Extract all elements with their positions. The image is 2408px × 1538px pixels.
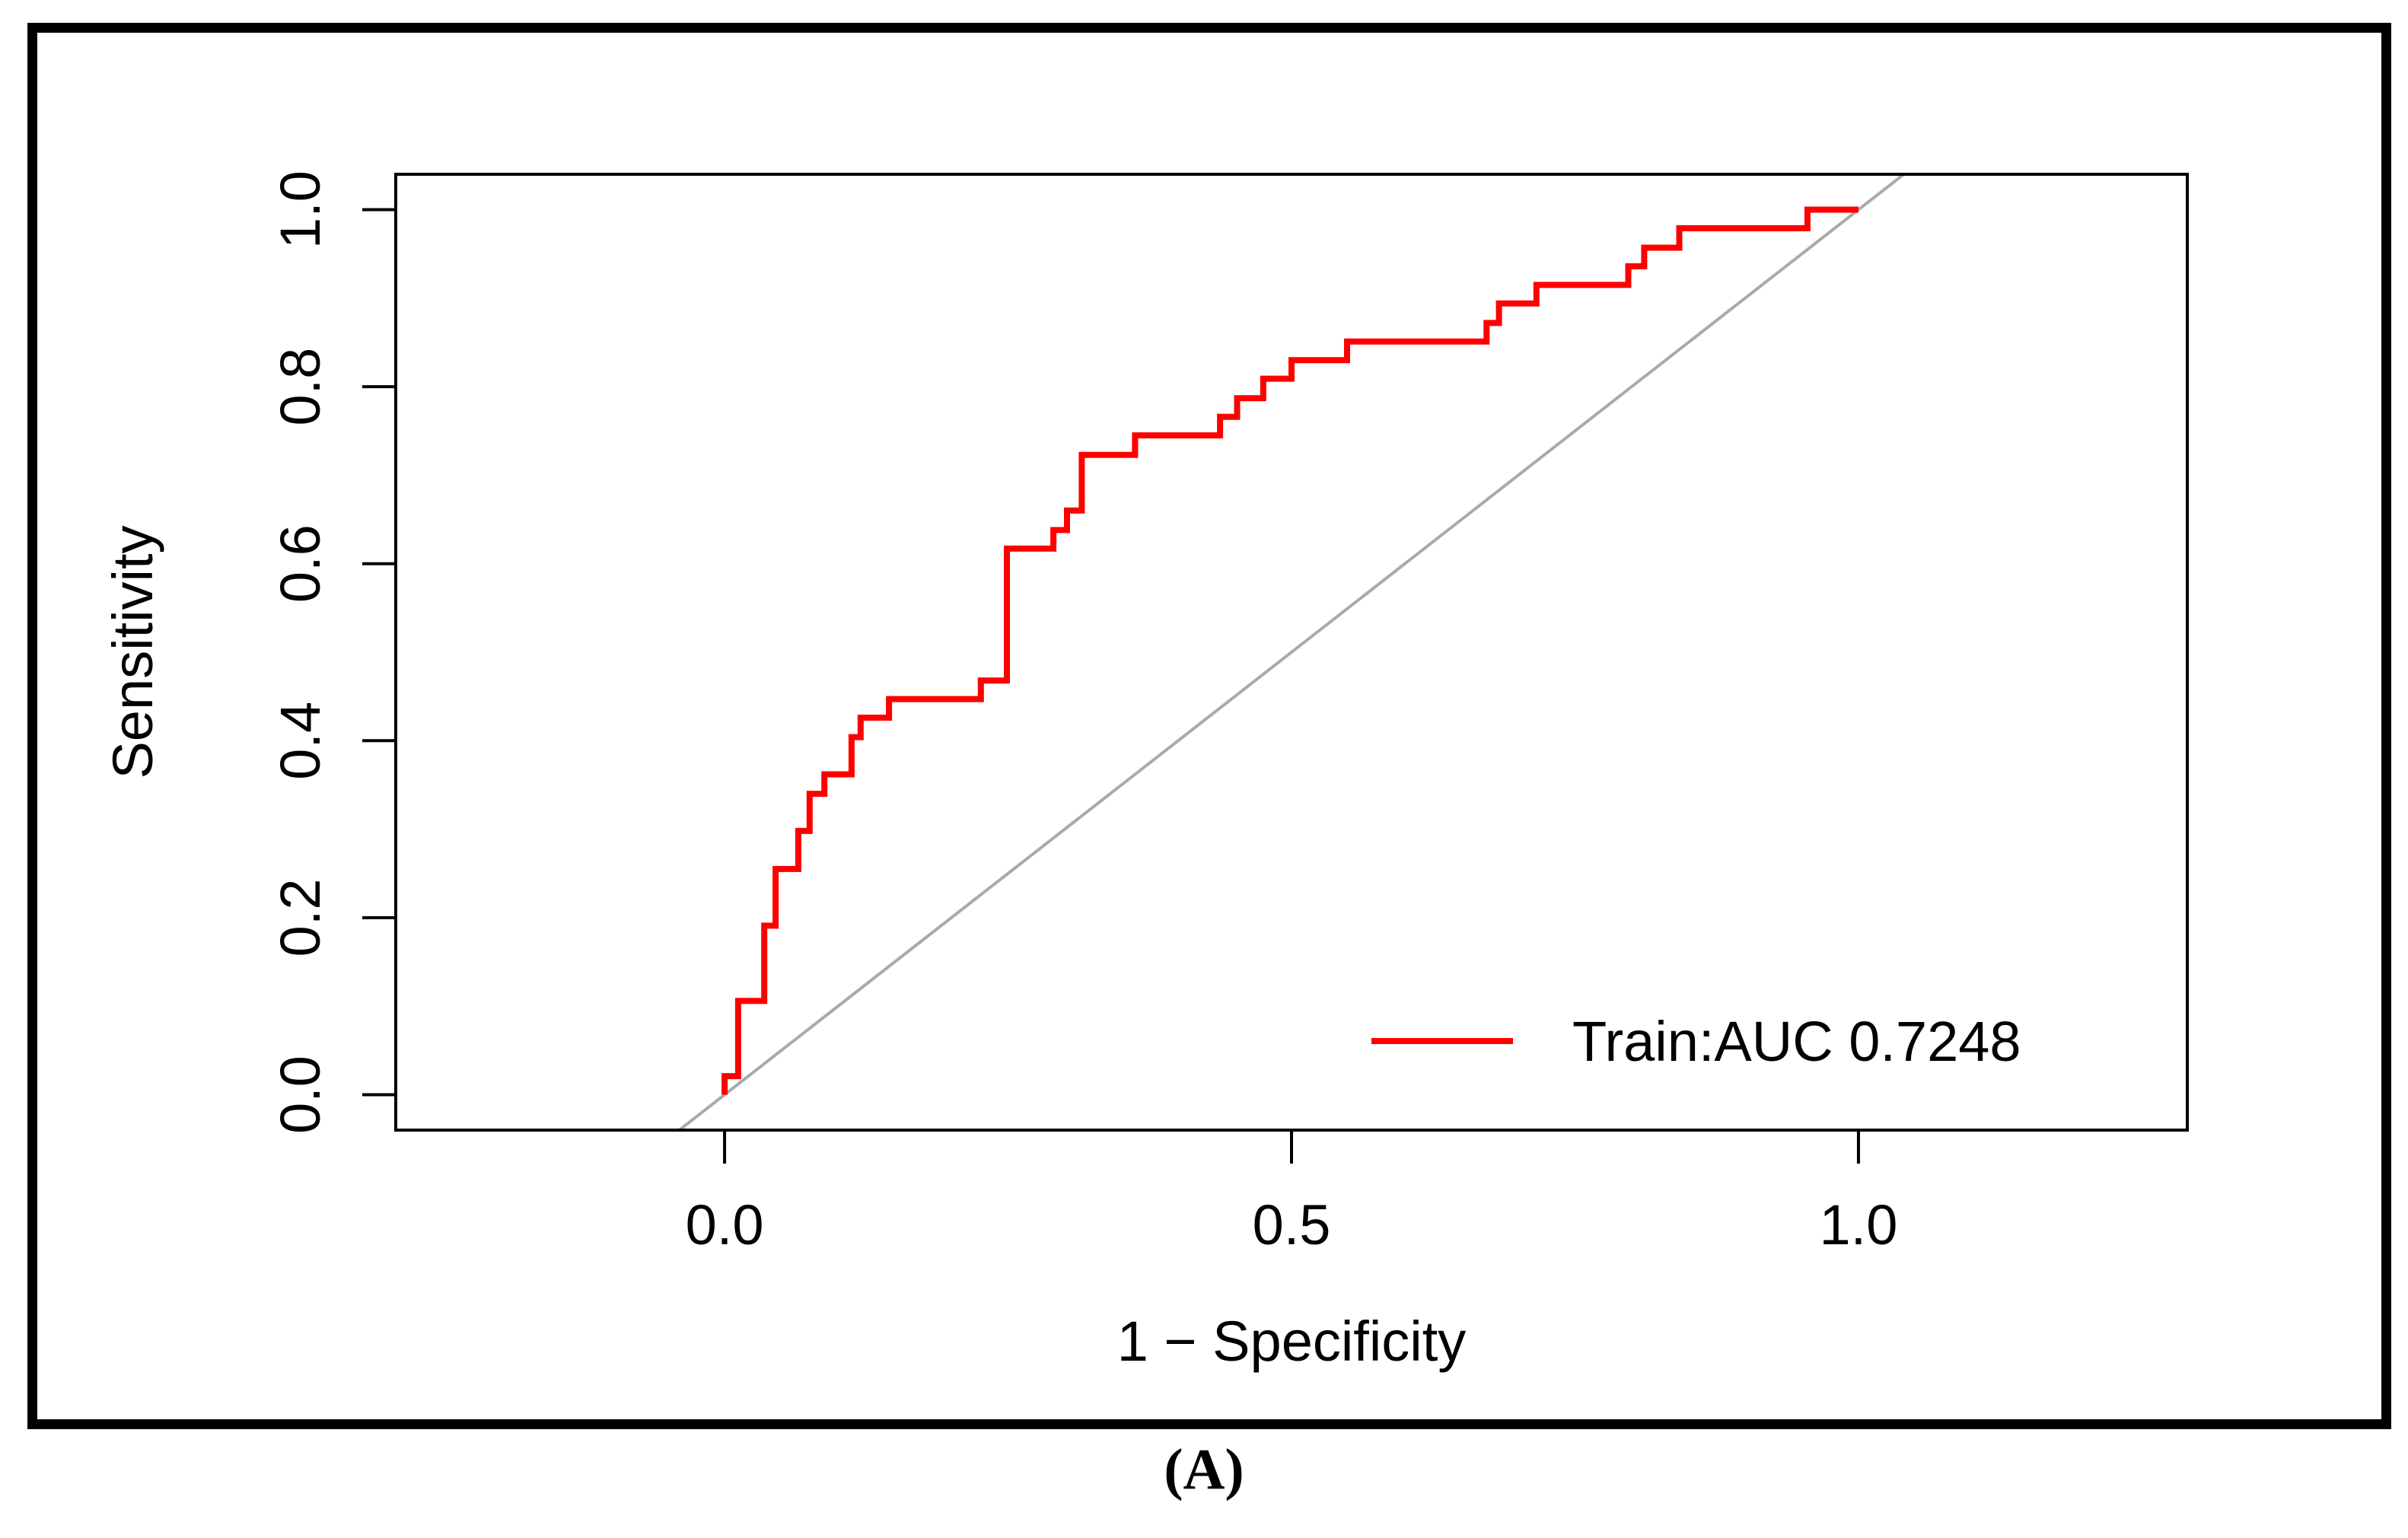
roc-curve-series-0 xyxy=(721,206,1859,1095)
diagonal-layer xyxy=(677,174,1906,1130)
y-tick-label: 0.0 xyxy=(269,1056,332,1134)
y-axis: 0.0 0.2 0.4 0.6 0.8 1.0 xyxy=(269,170,397,1134)
y-tick-label: 1.0 xyxy=(269,170,332,249)
y-tick-label: 0.8 xyxy=(269,348,332,426)
y-tick-label: 0.2 xyxy=(269,878,332,957)
y-axis-label: Sensitivity xyxy=(101,525,164,779)
figure-caption-text: (A) xyxy=(1164,1438,1244,1501)
reference-diagonal-line xyxy=(677,174,1906,1130)
x-axis-label: 1 − Specificity xyxy=(1117,1310,1467,1373)
figure-caption: (A) xyxy=(0,1437,2408,1503)
x-axis: 0.0 0.5 1.0 xyxy=(686,1129,1897,1256)
legend: Train:AUC 0.7248 xyxy=(1371,1010,2021,1073)
x-tick-label: 0.0 xyxy=(686,1193,764,1256)
roc-layer xyxy=(721,206,1859,1095)
x-tick-label: 1.0 xyxy=(1819,1193,1897,1256)
figure-frame xyxy=(27,23,2391,1429)
legend-label-train: Train:AUC 0.7248 xyxy=(1572,1010,2021,1073)
y-tick-label: 0.6 xyxy=(269,524,332,603)
y-tick-label: 0.4 xyxy=(269,702,332,780)
x-tick-label: 0.5 xyxy=(1253,1193,1331,1256)
